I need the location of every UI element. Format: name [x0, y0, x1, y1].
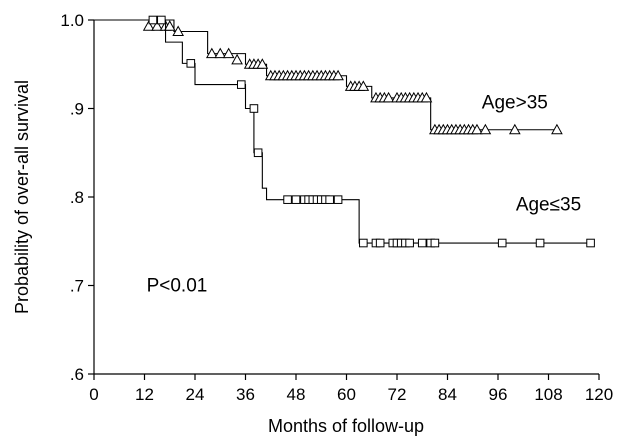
- square-marker: [497, 238, 507, 248]
- square-marker: [148, 15, 158, 25]
- triangle-marker: [222, 47, 235, 59]
- triangle-marker: [151, 20, 163, 31]
- x-tick-label: 24: [186, 385, 205, 404]
- p-value-annotation: P<0.01: [147, 276, 208, 297]
- y-axis-label: Probability of over-all survival: [12, 80, 32, 314]
- x-axis-label: Months of follow-up: [268, 416, 424, 436]
- x-tick-label: 36: [236, 385, 255, 404]
- triangle-marker: [357, 80, 370, 91]
- triangle-marker: [471, 123, 483, 135]
- x-tick-label: 60: [337, 385, 356, 404]
- triangle-marker: [382, 91, 395, 103]
- series-label-age-35-or-under: Age≤35: [516, 194, 581, 215]
- square-marker: [333, 195, 343, 204]
- triangle-marker: [142, 20, 155, 31]
- x-tick-label: 12: [135, 385, 154, 404]
- y-tick-label: .7: [70, 277, 84, 296]
- series-label-age-over-35: Age>35: [482, 93, 548, 114]
- square-marker: [186, 59, 196, 68]
- square-marker: [586, 238, 595, 248]
- triangle-marker: [508, 123, 521, 135]
- square-marker: [535, 238, 545, 248]
- x-tick-label: 72: [388, 385, 407, 404]
- square-marker: [375, 238, 385, 248]
- x-tick-label: 48: [287, 385, 306, 404]
- triangle-marker: [420, 91, 433, 103]
- square-marker: [325, 195, 334, 204]
- axes: 0 12 24 36 48 60 72 84 96 108 120 .6 .7 .8 .9 1.0: [60, 11, 613, 404]
- series-layer: [94, 15, 595, 248]
- triangle-marker: [479, 123, 492, 135]
- x-tick-label: 84: [438, 385, 457, 404]
- y-tick-label: .6: [70, 365, 84, 384]
- square-marker: [157, 15, 166, 25]
- x-tick-label: 120: [585, 385, 613, 404]
- triangle-marker: [551, 123, 563, 135]
- triangle-marker: [231, 53, 243, 65]
- labels-layer: Age>35 Age≤35: [482, 93, 581, 216]
- x-tick-label: 108: [534, 385, 562, 404]
- square-marker: [405, 238, 414, 248]
- square-marker: [430, 238, 440, 248]
- triangle-marker: [256, 58, 269, 69]
- triangle-marker: [163, 20, 176, 31]
- square-marker: [249, 104, 259, 113]
- y-tick-label: 1.0: [60, 11, 84, 30]
- triangle-marker: [214, 47, 227, 59]
- square-marker: [253, 148, 263, 158]
- square-marker: [283, 195, 292, 204]
- x-tick-label: 96: [489, 385, 508, 404]
- triangle-marker: [332, 69, 344, 81]
- triangle-marker: [172, 25, 185, 37]
- triangle-marker: [205, 47, 218, 59]
- square-marker: [359, 238, 368, 248]
- square-marker: [417, 238, 427, 248]
- square-marker: [236, 80, 246, 89]
- x-tick-label: 0: [89, 385, 98, 404]
- y-tick-label: .8: [70, 188, 84, 207]
- square-marker: [291, 195, 301, 204]
- y-tick-label: .9: [70, 100, 84, 119]
